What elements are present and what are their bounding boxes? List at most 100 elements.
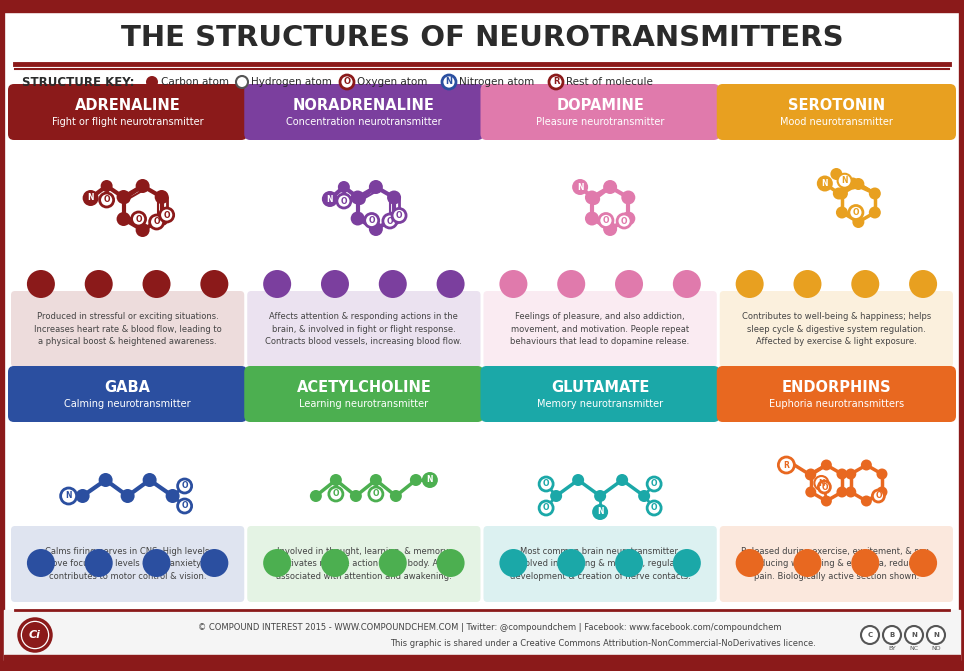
Circle shape [370,474,382,486]
Text: Produced in stressful or exciting situations.
Increases heart rate & blood flow,: Produced in stressful or exciting situat… [34,312,222,346]
Circle shape [557,270,585,298]
Text: N: N [576,183,583,191]
Text: O: O [853,208,859,217]
Circle shape [22,622,48,648]
FancyBboxPatch shape [8,366,247,422]
Circle shape [143,549,171,577]
Circle shape [673,549,701,577]
Circle shape [388,211,401,225]
Text: This graphic is shared under a Creative Commons Attribution-NonCommercial-NoDeri: This graphic is shared under a Creative … [390,639,816,648]
Text: ENDORPHINS: ENDORPHINS [782,380,891,395]
Text: GABA: GABA [105,380,150,395]
Circle shape [833,187,844,199]
Text: N: N [427,476,433,484]
Circle shape [852,178,865,190]
Circle shape [836,187,848,199]
Circle shape [392,209,406,223]
Text: B: B [890,632,895,638]
Circle shape [136,223,149,237]
Text: O: O [602,216,609,225]
Circle shape [837,468,847,480]
Circle shape [437,549,465,577]
FancyBboxPatch shape [480,366,720,422]
Circle shape [83,190,98,206]
Text: O: O [621,217,628,225]
Circle shape [75,489,90,503]
Circle shape [818,481,830,493]
Circle shape [736,270,763,298]
Circle shape [336,194,351,208]
Circle shape [805,486,817,497]
Circle shape [383,214,397,228]
Text: Concentration neurotransmitter: Concentration neurotransmitter [286,117,442,127]
Circle shape [117,212,130,226]
Circle shape [117,190,130,204]
Circle shape [909,549,937,577]
Text: O: O [153,217,160,227]
Circle shape [354,193,366,205]
Circle shape [557,549,585,577]
Circle shape [830,168,843,180]
Circle shape [131,212,146,226]
Circle shape [852,216,865,228]
Circle shape [846,178,859,189]
Circle shape [329,487,343,501]
Text: Pleasure neurotransmitter: Pleasure neurotransmitter [536,117,664,127]
Circle shape [793,549,821,577]
Text: R: R [784,460,790,470]
Text: BY: BY [888,646,896,650]
Circle shape [615,270,643,298]
Circle shape [19,619,51,651]
Text: Calms firing nerves in CNS. High levels
improve focus; low levels cause anxiety.: Calms firing nerves in CNS. High levels … [33,547,223,581]
Circle shape [337,181,350,193]
Circle shape [647,501,661,515]
Circle shape [322,191,337,207]
Text: Euphoria neurotransmitters: Euphoria neurotransmitters [769,399,904,409]
FancyBboxPatch shape [247,291,480,367]
Text: N: N [327,195,334,203]
Text: O: O [343,77,351,87]
Circle shape [263,549,291,577]
Circle shape [351,211,364,225]
FancyBboxPatch shape [720,291,953,367]
Text: Most common brain neurotransmitter.
Involved in learning & memory, regulates
dev: Most common brain neurotransmitter. Invo… [510,547,690,581]
Circle shape [861,460,871,470]
Circle shape [177,499,192,513]
FancyBboxPatch shape [11,291,244,367]
Text: O: O [387,217,393,225]
Circle shape [592,504,608,520]
Circle shape [821,495,832,507]
Text: DOPAMINE: DOPAMINE [556,99,644,113]
Circle shape [340,75,354,89]
Circle shape [321,270,349,298]
Text: Affects attention & responding actions in the
brain, & involved in fight or flig: Affects attention & responding actions i… [265,312,463,346]
Circle shape [616,474,629,486]
Text: O: O [333,490,339,499]
Circle shape [410,474,422,486]
Circle shape [236,76,248,88]
Circle shape [622,191,635,205]
FancyBboxPatch shape [8,84,247,140]
Circle shape [166,489,179,503]
Circle shape [389,490,402,502]
Circle shape [647,477,661,491]
Circle shape [379,549,407,577]
Text: O: O [651,480,657,488]
FancyBboxPatch shape [484,526,717,602]
Circle shape [778,457,794,473]
Text: O: O [368,216,375,225]
Circle shape [909,270,937,298]
Circle shape [539,501,553,515]
Circle shape [85,549,113,577]
Circle shape [845,486,856,497]
Circle shape [100,180,113,192]
Circle shape [437,270,465,298]
Text: SEROTONIN: SEROTONIN [788,99,885,113]
Circle shape [263,270,291,298]
Text: NORADRENALINE: NORADRENALINE [293,99,435,113]
Text: Contributes to well-being & happiness; helps
sleep cycle & digestive system regu: Contributes to well-being & happiness; h… [741,312,931,346]
Text: Hydrogen atom: Hydrogen atom [251,77,332,87]
Circle shape [927,626,945,644]
Circle shape [61,488,76,504]
Circle shape [442,75,456,89]
